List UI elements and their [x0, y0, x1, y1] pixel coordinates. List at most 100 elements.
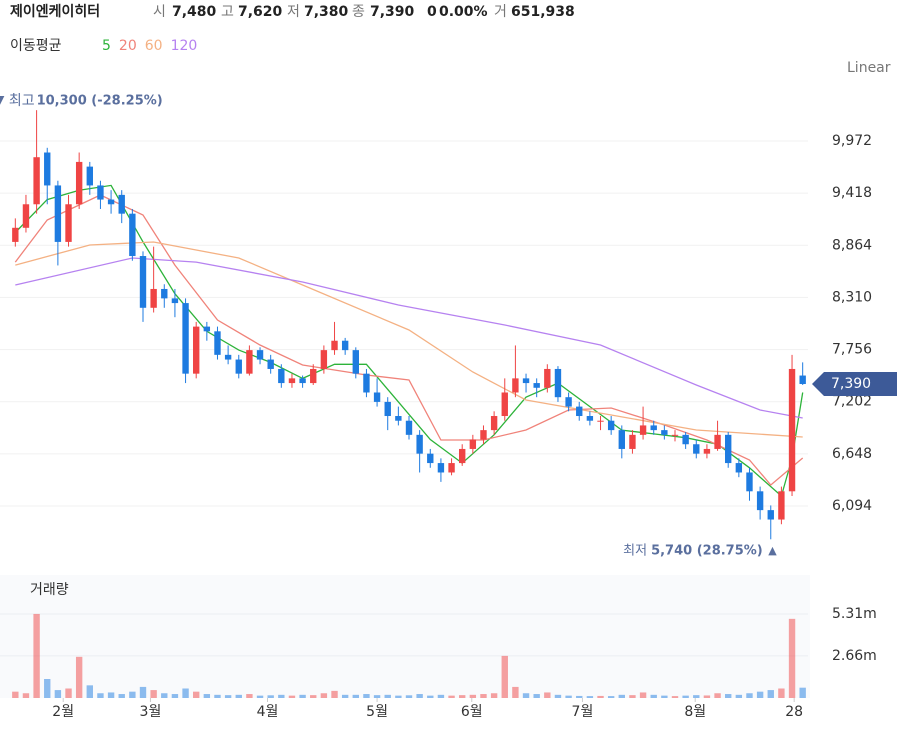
legend-entry: 60 — [145, 38, 163, 54]
volume-bar — [725, 694, 732, 698]
candle-body — [299, 378, 306, 384]
volume-bar — [256, 695, 264, 698]
volume-bar — [384, 694, 391, 698]
volume-bar — [490, 693, 498, 698]
volume-bar — [661, 695, 668, 698]
annotation-value: 10,300 (-28.25%) — [37, 94, 163, 109]
candle-body — [129, 213, 136, 257]
candle-body — [661, 430, 668, 435]
candle-body — [725, 434, 732, 464]
y-tick-label: 9,418 — [832, 185, 872, 201]
y-tick-label: 5.31m — [832, 606, 877, 622]
candle-body — [341, 340, 349, 351]
volume-bar — [12, 691, 19, 698]
volume-bar — [331, 690, 338, 698]
candle-body — [150, 288, 157, 308]
legend-entry: 5 — [102, 38, 111, 54]
volume-bar — [693, 695, 700, 698]
candle-body — [267, 359, 274, 369]
candle-body — [618, 430, 625, 449]
annotation-value: 5,740 (28.75%) — [651, 544, 763, 559]
candle-body — [288, 378, 296, 384]
volume-bar — [480, 694, 487, 698]
candle-body — [533, 383, 540, 388]
summary-label: 거 — [494, 4, 507, 20]
volume-bar — [129, 691, 136, 698]
volume-bar — [363, 694, 370, 698]
summary-label: 0 — [427, 4, 437, 20]
volume-title: 거래량 — [30, 582, 69, 598]
scale-label[interactable]: Linear — [847, 60, 891, 76]
volume-bar — [75, 656, 83, 698]
candle-body — [214, 331, 221, 355]
candle-body — [182, 303, 189, 374]
volume-bar — [682, 695, 689, 698]
volume-bar — [352, 694, 359, 698]
summary-value: 7,390 — [370, 4, 415, 20]
candle-body — [395, 416, 402, 421]
candle-body — [384, 401, 391, 417]
candle-body — [714, 434, 721, 449]
y-tick-label: 7,202 — [832, 394, 872, 410]
candle-body — [586, 416, 594, 421]
candle-body — [576, 406, 583, 417]
volume-bar — [639, 692, 647, 698]
candle-body — [139, 256, 147, 308]
moving-average — [15, 257, 803, 419]
volume-bar — [22, 693, 30, 698]
volume-bar — [565, 695, 572, 698]
volume-bar — [799, 687, 806, 698]
volume-bar — [33, 613, 40, 698]
volume-bar — [512, 686, 519, 698]
volume-bar — [288, 695, 296, 698]
legend-entry: 20 — [119, 38, 137, 54]
volume-bar — [118, 694, 125, 698]
y-tick-label: 8,310 — [832, 289, 872, 305]
candle-body — [97, 185, 104, 200]
moving-average — [15, 241, 803, 438]
candle-body — [75, 161, 83, 205]
candle-body — [788, 368, 796, 492]
candle-body — [544, 368, 551, 388]
candle-body — [597, 420, 604, 422]
volume-bar — [576, 695, 583, 698]
volume-bar — [671, 696, 679, 698]
candle-body — [671, 434, 679, 436]
volume-bar — [735, 694, 743, 698]
summary-label: 시 — [153, 4, 166, 20]
candle-body — [799, 375, 806, 385]
volume-bar — [235, 694, 242, 698]
candle-body — [639, 425, 647, 435]
candle-body — [522, 378, 530, 384]
x-tick-label: 7월 — [572, 704, 594, 720]
volume-bar — [629, 695, 636, 698]
candle-body — [161, 288, 168, 299]
volume-bar — [554, 694, 562, 698]
x-tick-label: 5월 — [366, 704, 388, 720]
volume-bar — [267, 695, 274, 698]
candle-body — [693, 444, 700, 454]
volume-bar — [182, 688, 189, 698]
volume-bar — [65, 688, 72, 698]
volume-bar — [501, 655, 508, 698]
volume-bar — [767, 690, 774, 698]
candle-body — [735, 463, 743, 473]
summary-value: 7,620 — [238, 4, 283, 20]
volume-bar — [586, 696, 594, 698]
candle-body — [118, 194, 125, 214]
volume-bar — [714, 693, 721, 698]
candle-body — [607, 420, 615, 431]
x-tick-label: 6월 — [461, 704, 483, 720]
candle-body — [448, 463, 455, 473]
volume-bar — [150, 690, 157, 698]
volume-bar — [278, 694, 285, 698]
volume-bar — [224, 695, 232, 698]
candle-body — [427, 453, 434, 464]
volume-bar — [405, 695, 413, 698]
volume-bar — [533, 694, 540, 698]
legend-title: 이동평균 — [10, 38, 62, 54]
volume-bar — [416, 694, 423, 698]
legend-entry: 120 — [171, 38, 198, 54]
candle-body — [778, 491, 785, 520]
